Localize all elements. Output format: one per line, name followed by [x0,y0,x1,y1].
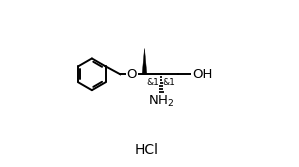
Text: &1: &1 [163,78,176,87]
Text: &1: &1 [146,78,159,87]
Polygon shape [142,48,147,74]
Text: OH: OH [192,68,212,81]
Text: HCl: HCl [134,143,158,157]
Text: NH$_2$: NH$_2$ [148,94,174,109]
Text: O: O [127,68,137,81]
